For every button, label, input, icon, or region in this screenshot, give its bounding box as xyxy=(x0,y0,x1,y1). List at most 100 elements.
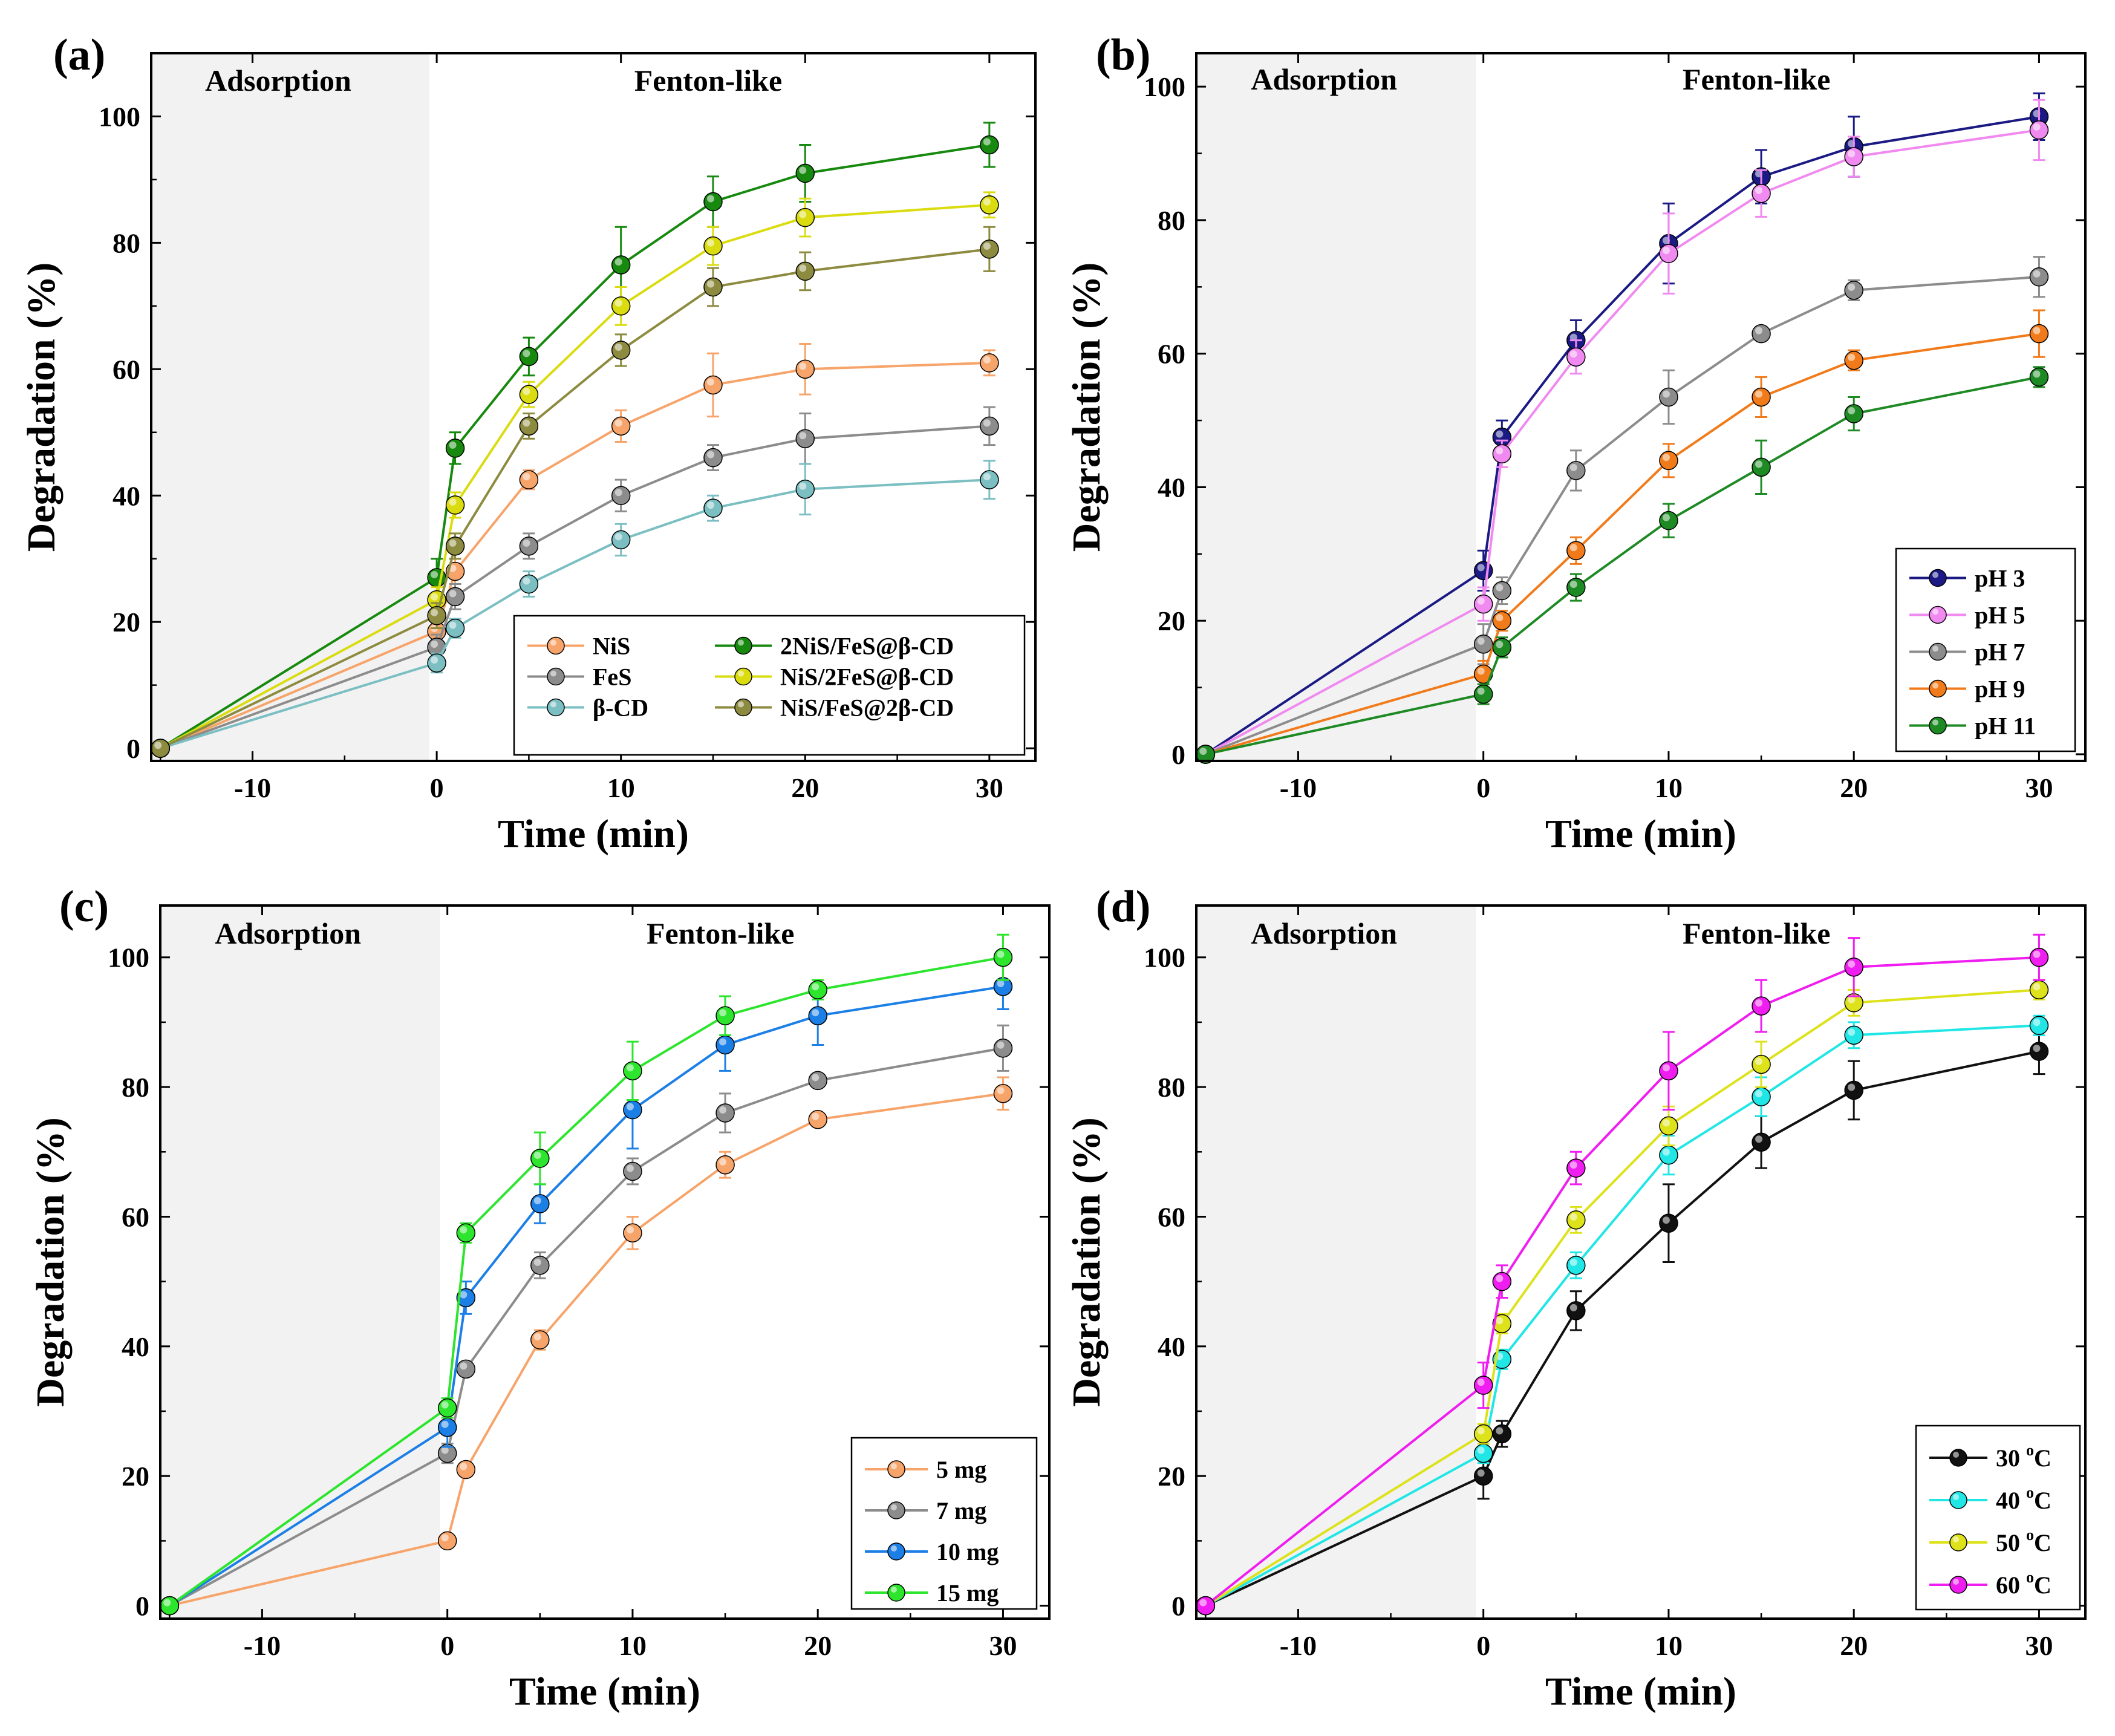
legend-marker xyxy=(1949,1576,1967,1594)
data-point xyxy=(1844,147,1863,166)
data-point-highlight xyxy=(449,441,457,449)
data-point-highlight xyxy=(719,1106,727,1114)
legend-marker xyxy=(734,636,752,655)
legend-marker-highlight xyxy=(1953,1579,1959,1585)
data-point-highlight xyxy=(1477,564,1485,572)
data-point xyxy=(808,1071,827,1091)
data-point-highlight xyxy=(431,571,438,579)
legend-label: 50 oC xyxy=(1996,1526,2051,1556)
data-point-highlight xyxy=(614,258,622,266)
legend-label-degree: o xyxy=(2026,1441,2034,1459)
x-tick-label: 30 xyxy=(2025,1630,2053,1661)
data-point-highlight xyxy=(2033,123,2041,131)
x-tick-label: -10 xyxy=(1280,1630,1317,1661)
data-point-highlight xyxy=(2033,1019,2041,1026)
legend-marker-highlight xyxy=(1932,682,1938,689)
data-point xyxy=(530,1256,550,1275)
data-point-highlight xyxy=(799,362,807,370)
series-3 xyxy=(1196,933,2049,1616)
data-point xyxy=(1492,638,1512,658)
legend-label-unit: C xyxy=(2034,1529,2051,1556)
legend-marker-highlight xyxy=(1932,609,1938,615)
legend: pH 3 pH 5 pH 7 pH 9 pH 11 xyxy=(1895,547,2076,752)
data-point-highlight xyxy=(460,1362,468,1370)
data-point xyxy=(456,1223,476,1243)
data-point xyxy=(437,1418,457,1437)
data-point xyxy=(1492,1271,1512,1291)
legend-label: NiS/FeS@2β-CD xyxy=(780,694,954,722)
y-tick-label: 60 xyxy=(1158,1201,1185,1232)
legend-label: 10 mg xyxy=(936,1538,999,1565)
panel-label: (a) xyxy=(53,30,105,80)
data-point-highlight xyxy=(626,1064,634,1072)
data-point xyxy=(1566,1301,1586,1320)
data-point-highlight xyxy=(1477,597,1485,605)
data-point-highlight xyxy=(1848,1028,1856,1036)
data-point xyxy=(1659,1116,1678,1136)
legend-marker-highlight xyxy=(1953,1452,1959,1458)
data-point xyxy=(1659,511,1678,530)
data-point-highlight xyxy=(1662,1148,1670,1156)
data-point-highlight xyxy=(1755,460,1763,468)
data-point xyxy=(611,486,631,505)
data-point xyxy=(1566,1210,1586,1230)
data-point-highlight xyxy=(719,1038,727,1046)
legend-marker xyxy=(1929,569,1947,587)
data-point-highlight xyxy=(1569,350,1577,358)
data-point xyxy=(703,277,723,297)
y-tick-label: 60 xyxy=(122,1201,149,1232)
data-point-highlight xyxy=(2033,1045,2041,1052)
data-point-highlight xyxy=(523,577,530,585)
legend-label: 60 oC xyxy=(1996,1568,2051,1599)
data-point-highlight xyxy=(1662,1119,1670,1127)
data-point-highlight xyxy=(1662,1064,1670,1072)
data-point-highlight xyxy=(2033,270,2041,278)
series-line xyxy=(160,143,990,749)
data-point xyxy=(1473,1466,1493,1486)
data-point-highlight xyxy=(533,1258,541,1266)
data-point xyxy=(2029,267,2049,287)
y-tick-label: 100 xyxy=(108,942,149,973)
y-tick-label: 20 xyxy=(122,1461,149,1492)
data-point xyxy=(1473,561,1493,581)
data-point-highlight xyxy=(719,1009,727,1017)
data-point-highlight xyxy=(614,489,622,497)
series-line xyxy=(160,247,990,749)
legend-marker xyxy=(1929,642,1947,661)
data-point xyxy=(1844,1080,1863,1100)
legend-label: pH 7 xyxy=(1975,639,2025,666)
legend-marker-highlight xyxy=(1932,572,1938,578)
legend-box xyxy=(850,1437,1038,1610)
data-point-highlight xyxy=(523,539,530,547)
data-point-highlight xyxy=(1199,1599,1207,1607)
data-point-highlight xyxy=(523,350,530,357)
data-point xyxy=(1492,581,1512,601)
y-axis-label: Degradation (%) xyxy=(28,1117,73,1406)
data-point xyxy=(445,439,465,458)
data-point xyxy=(519,574,539,594)
data-point xyxy=(1473,684,1493,704)
data-point-highlight xyxy=(154,742,162,749)
data-point xyxy=(1752,1087,1771,1106)
data-point xyxy=(808,1109,827,1129)
data-point-highlight xyxy=(460,1291,468,1299)
data-point-highlight xyxy=(983,198,991,206)
legend-label: β-CD xyxy=(593,694,648,722)
data-point-highlight xyxy=(614,299,622,307)
data-point xyxy=(611,341,631,360)
data-point-highlight xyxy=(706,501,714,509)
data-point-highlight xyxy=(1496,1317,1504,1325)
data-point-highlight xyxy=(1755,186,1763,194)
data-point-highlight xyxy=(1755,999,1763,1007)
data-point-highlight xyxy=(997,979,1005,987)
data-point xyxy=(445,587,465,607)
y-axis-label: Degradation (%) xyxy=(19,263,64,552)
data-point xyxy=(1752,1054,1771,1074)
data-point-highlight xyxy=(1662,514,1670,521)
data-point-highlight xyxy=(997,1041,1005,1049)
data-point xyxy=(715,1155,735,1175)
data-point xyxy=(519,470,539,489)
data-point-highlight xyxy=(1569,581,1577,589)
data-point xyxy=(980,135,999,155)
legend-label: NiS xyxy=(593,633,630,660)
